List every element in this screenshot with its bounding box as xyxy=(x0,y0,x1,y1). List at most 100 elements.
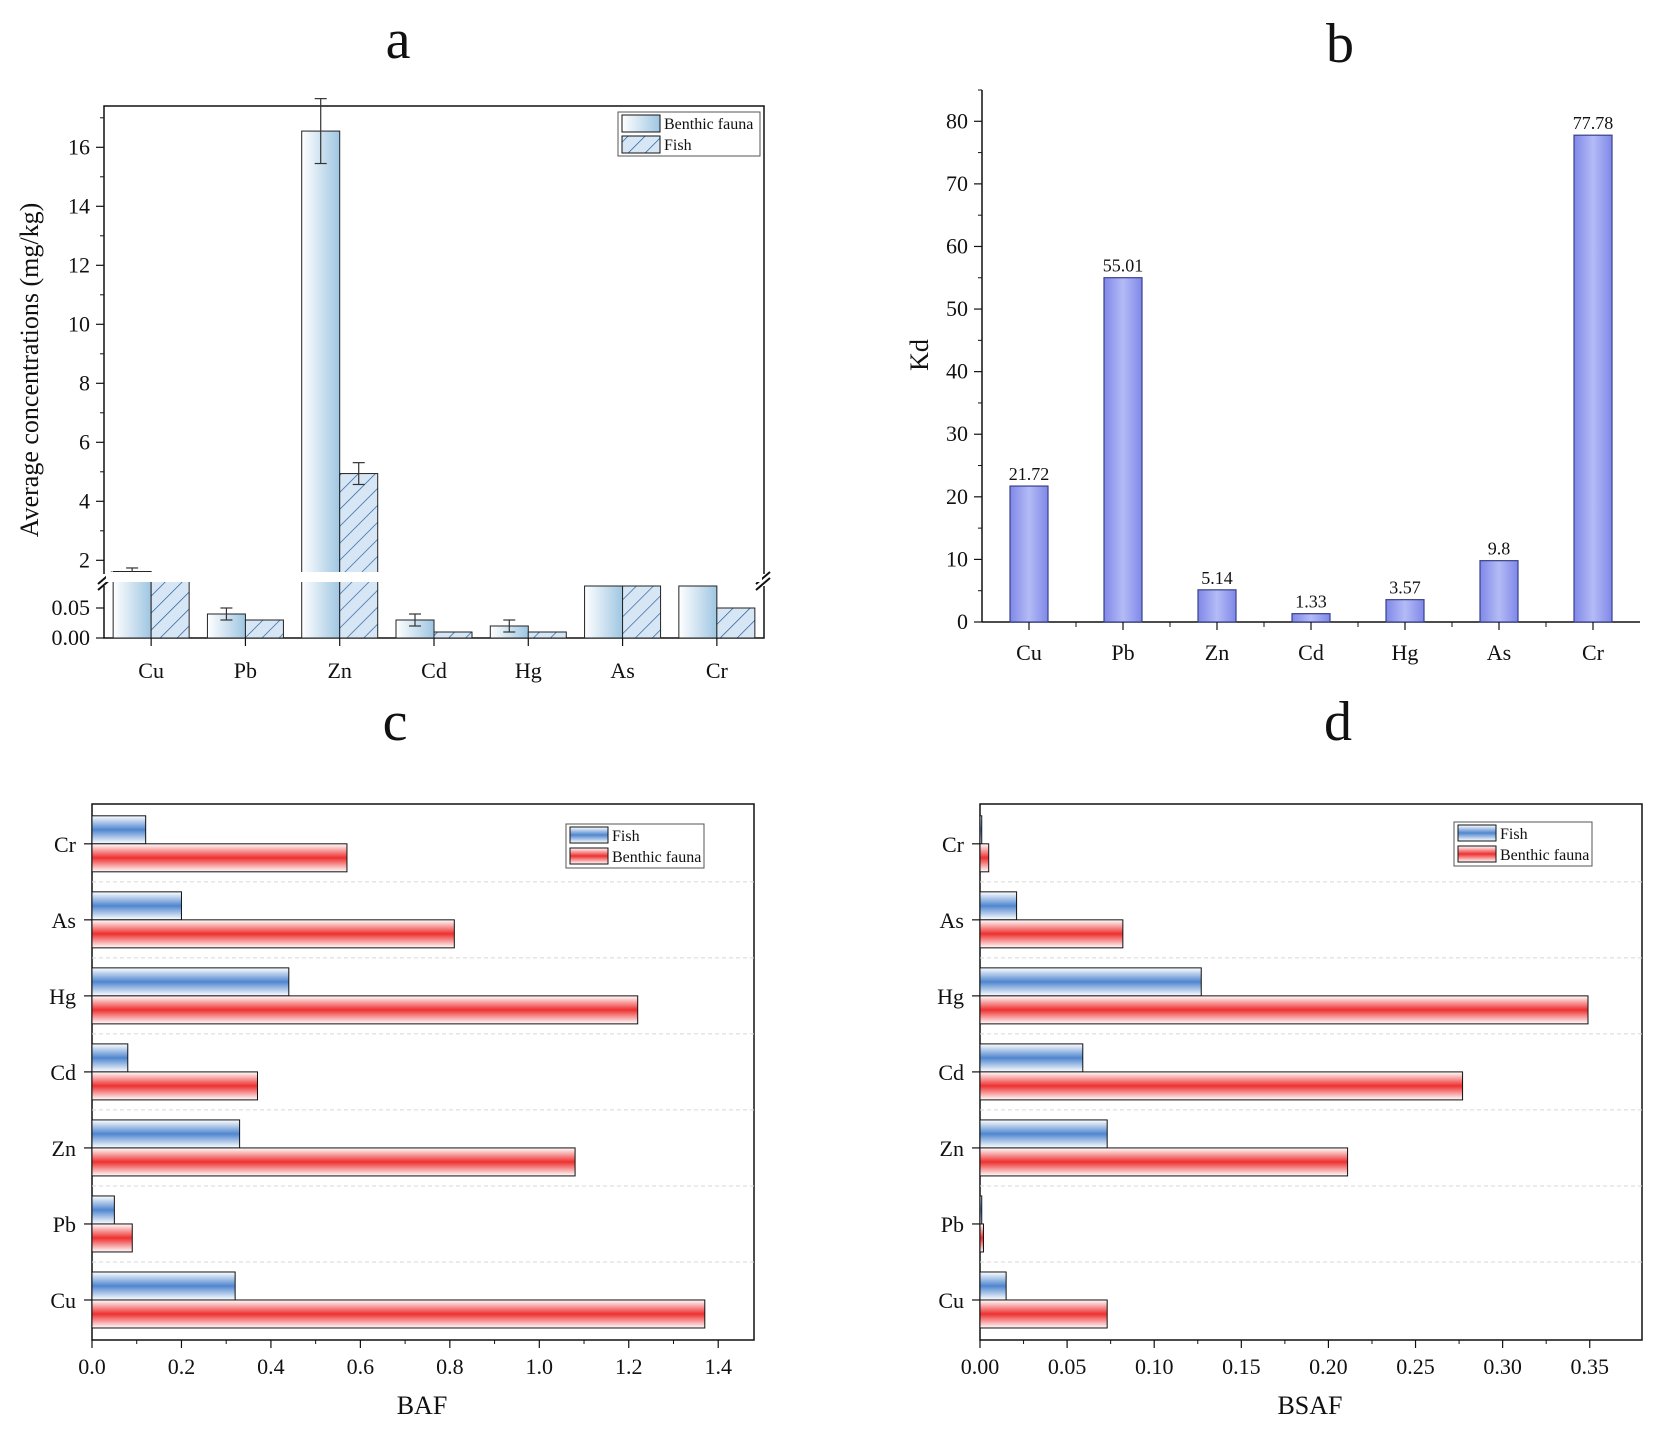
kd-value-label: 21.72 xyxy=(1009,464,1050,484)
x-tick-label: Zn xyxy=(1205,640,1229,665)
y-tick-label: Hg xyxy=(49,984,76,1009)
x-tick-label: 0.05 xyxy=(1048,1354,1087,1379)
bar-benthic-fauna-As xyxy=(584,585,624,639)
y-tick-label: Hg xyxy=(937,984,964,1009)
bar-benthic-Zn xyxy=(91,1147,576,1177)
bar-benthic-Cd xyxy=(91,1071,258,1101)
panel-d-xlabel: BSAF xyxy=(1277,1391,1342,1420)
panel-d-legend: Fish Benthic fauna xyxy=(1453,821,1593,867)
bar-fish-Cr xyxy=(979,815,983,845)
y-tick-label: 10 xyxy=(68,311,90,336)
x-tick-label: Cd xyxy=(1298,640,1324,665)
legend-swatch-benthic-d xyxy=(1457,845,1497,863)
kd-value-label: 77.78 xyxy=(1573,113,1614,133)
bar-benthic-Cu xyxy=(91,1299,706,1329)
x-tick-label: Cr xyxy=(706,658,729,683)
kd-value-label: 5.14 xyxy=(1201,568,1233,588)
error-bar-Zn xyxy=(352,462,365,486)
panel-c-legend: Fish Benthic fauna xyxy=(565,823,705,869)
y-tick-label: Zn xyxy=(940,1136,964,1161)
legend-swatch-benthic-c xyxy=(569,847,609,865)
x-tick-label: 0.30 xyxy=(1483,1354,1522,1379)
legend-label-fish-c: Fish xyxy=(612,828,640,845)
kd-value-label: 3.57 xyxy=(1389,578,1421,598)
bar-fish-As xyxy=(979,891,1018,921)
bar-benthic-As xyxy=(979,919,1124,949)
x-tick-label: Cd xyxy=(421,658,447,683)
x-tick-label: 0.2 xyxy=(168,1354,196,1379)
panel-b-ylabel: Kd xyxy=(905,339,934,371)
bar-fish-As xyxy=(622,585,662,639)
panel-letter-d: d xyxy=(1324,691,1352,753)
bar-benthic-Cd xyxy=(979,1071,1464,1101)
y-tick-label: 50 xyxy=(946,296,968,321)
kd-bar-Cr xyxy=(1573,134,1613,623)
bar-benthic-fauna-Cr xyxy=(678,585,718,639)
bar-benthic-Hg xyxy=(979,995,1589,1025)
bar-benthic-Pb xyxy=(979,1223,984,1253)
bar-benthic-Zn xyxy=(979,1147,1349,1177)
legend-swatch-benthic xyxy=(621,114,661,133)
bar-fish-Hg xyxy=(979,967,1202,997)
bar-benthic-Cr xyxy=(979,843,990,873)
panel-d-chart: Cu Pb Zn Cd Hg As Cr 0.00 0.05 0.10 0.15 0.20 0.25 0.… xyxy=(937,803,1643,1420)
y-tick-label: 20 xyxy=(946,484,968,509)
y-tick-label: 10 xyxy=(946,546,968,571)
y-tick-label: Cr xyxy=(942,832,965,857)
legend-label-benthic-c: Benthic fauna xyxy=(612,849,701,866)
kd-value-label: 55.01 xyxy=(1103,256,1144,276)
y-tick-label: 0.00 xyxy=(52,625,91,650)
legend-label-benthic-d: Benthic fauna xyxy=(1500,847,1589,864)
panel-letter-b: b xyxy=(1326,13,1354,75)
panel-a-ylabel: Average concentrations (mg/kg) xyxy=(15,203,44,538)
y-tick-label: 16 xyxy=(68,134,90,159)
x-tick-label: As xyxy=(1487,640,1511,665)
x-tick-label: 1.0 xyxy=(526,1354,554,1379)
kd-value-label: 9.8 xyxy=(1488,539,1511,559)
x-tick-label: 0.8 xyxy=(436,1354,464,1379)
legend-label-fish: Fish xyxy=(664,137,692,154)
y-tick-label: 70 xyxy=(946,171,968,196)
y-tick-label: Cu xyxy=(50,1288,76,1313)
y-tick-label: 60 xyxy=(946,233,968,258)
x-tick-label: 0.10 xyxy=(1135,1354,1174,1379)
error-bar-Pb xyxy=(220,607,233,621)
legend-label-fish-d: Fish xyxy=(1500,826,1528,843)
kd-bar-Cd xyxy=(1291,613,1331,623)
axis-break-gap xyxy=(106,572,762,582)
x-tick-label: 0.15 xyxy=(1222,1354,1261,1379)
bar-fish-Cu xyxy=(91,1271,236,1301)
y-tick-label: Pb xyxy=(53,1212,76,1237)
x-tick-label: Cu xyxy=(1016,640,1042,665)
x-tick-label: Hg xyxy=(1392,640,1419,665)
y-tick-label: As xyxy=(940,908,964,933)
bar-fish-Cr xyxy=(716,607,756,639)
y-tick-label: Zn xyxy=(52,1136,76,1161)
bar-fish-Pb xyxy=(979,1195,983,1225)
legend-label-benthic: Benthic fauna xyxy=(664,116,753,133)
bar-fish-Cu xyxy=(979,1271,1007,1301)
kd-bar-As xyxy=(1479,560,1519,623)
bar-fish-As xyxy=(91,891,182,921)
panel-b-chart: 21.72 55.01 5.14 1.33 3.57 9.8 77.78 Cu Pb Zn Cd H… xyxy=(905,89,1640,665)
y-tick-label: Pb xyxy=(941,1212,964,1237)
bar-benthic-fauna-Zn xyxy=(301,130,341,639)
kd-bar-Pb xyxy=(1103,277,1143,623)
panel-letter-a: a xyxy=(386,9,411,71)
x-tick-label: 0.35 xyxy=(1570,1354,1609,1379)
x-tick-label: 0.25 xyxy=(1396,1354,1435,1379)
y-tick-label: Cr xyxy=(54,832,77,857)
y-tick-label: 40 xyxy=(946,359,968,384)
x-tick-label: Cr xyxy=(1582,640,1605,665)
y-tick-label: As xyxy=(52,908,76,933)
bar-benthic-Hg xyxy=(91,995,639,1025)
bar-fish-Cu xyxy=(150,577,190,639)
bar-fish-Pb xyxy=(91,1195,115,1225)
x-tick-label: As xyxy=(610,658,634,683)
bar-benthic-Cr xyxy=(91,843,348,873)
kd-value-label: 1.33 xyxy=(1295,592,1327,612)
x-tick-label: Hg xyxy=(515,658,542,683)
x-tick-label: 0.6 xyxy=(347,1354,375,1379)
error-bar-Hg xyxy=(503,619,516,633)
kd-bar-Zn xyxy=(1197,589,1237,623)
